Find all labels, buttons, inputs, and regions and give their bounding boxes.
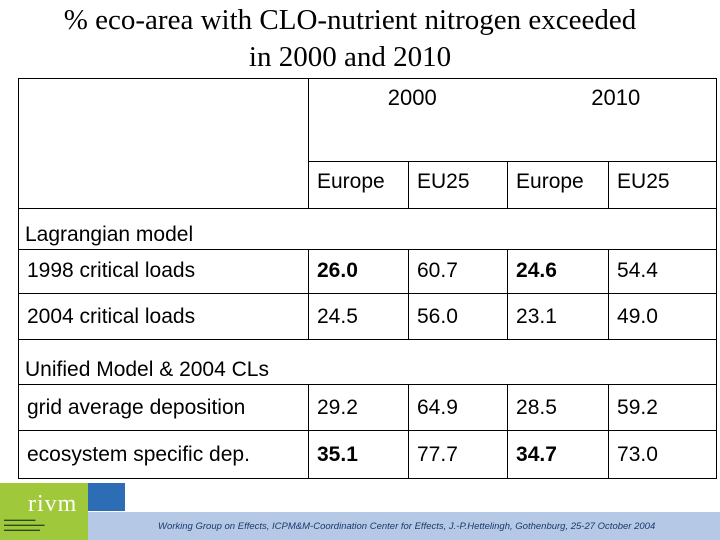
- exceedance-table: 2000 2010 Europe EU25 Europe EU25 Lagran…: [17, 77, 718, 479]
- table-row: 2004 critical loads 24.5 56.0 23.1 49.0: [18, 292, 718, 341]
- row-label: ecosystem specific dep.: [18, 430, 309, 479]
- row-label: grid average deposition: [18, 383, 309, 432]
- value-cell: 54.4: [608, 248, 718, 294]
- column-header: EU25: [407, 161, 509, 209]
- logo-fine-print: ▬▬▬▬▬▬▬ ▬▬▬▬▬▬▬▬▬ ▬▬▬▬▬▬▬▬: [4, 517, 45, 532]
- value-cell: 28.5: [507, 383, 610, 432]
- table-row: ecosystem specific dep. 35.1 77.7 34.7 7…: [18, 430, 718, 479]
- row-label: 1998 critical loads: [18, 248, 309, 294]
- section-label-unified: Unified Model & 2004 CLs: [17, 339, 718, 385]
- year-2000-header: 2000: [308, 77, 508, 162]
- value-cell: 64.9: [407, 383, 509, 432]
- section-row: Unified Model & 2004 CLs: [17, 339, 718, 385]
- slide-title: % eco-area with CLO-nutrient nitrogen ex…: [0, 2, 700, 76]
- logo-blue-block: [88, 483, 125, 511]
- column-header: Europe: [507, 161, 610, 209]
- value-cell: 34.7: [507, 430, 610, 479]
- value-cell: 60.7: [407, 248, 509, 294]
- value-cell: 59.2: [608, 383, 718, 432]
- value-cell: 49.0: [608, 292, 718, 341]
- value-cell: 77.7: [407, 430, 509, 479]
- value-cell: 35.1: [308, 430, 409, 479]
- logo-green-block: [0, 483, 88, 540]
- region-header-row: Europe EU25 Europe EU25: [19, 161, 718, 209]
- row-label: 2004 critical loads: [18, 292, 309, 341]
- column-header: Europe: [308, 161, 409, 209]
- section-label-lagrangian: Lagrangian model: [17, 207, 718, 250]
- logo-wordmark: rivm: [28, 491, 78, 517]
- section-row: Lagrangian model: [17, 207, 718, 250]
- table-row: grid average deposition 29.2 64.9 28.5 5…: [18, 383, 718, 432]
- year-header-row: 2000 2010: [18, 77, 718, 209]
- value-cell: 56.0: [407, 292, 509, 341]
- table-row: 1998 critical loads 26.0 60.7 24.6 54.4: [18, 248, 718, 294]
- value-cell: 24.5: [308, 292, 409, 341]
- column-header: EU25: [608, 161, 718, 209]
- rivm-logo: rivm ▬▬▬▬▬▬▬ ▬▬▬▬▬▬▬▬▬ ▬▬▬▬▬▬▬▬: [0, 483, 125, 540]
- value-cell: 73.0: [608, 430, 718, 479]
- footer-bar: [0, 512, 720, 540]
- value-cell: 24.6: [507, 248, 610, 294]
- value-cell: 26.0: [308, 248, 409, 294]
- corner-cell: [18, 78, 309, 209]
- title-line-2: in 2000 and 2010: [248, 41, 452, 73]
- value-cell: 29.2: [308, 383, 409, 432]
- title-line-1: % eco-area with CLO-nutrient nitrogen ex…: [63, 4, 637, 36]
- footer-credit: Working Group on Effects, ICPM&M-Coordin…: [158, 521, 656, 532]
- value-cell: 23.1: [507, 292, 610, 341]
- year-2010-header: 2010: [507, 77, 718, 162]
